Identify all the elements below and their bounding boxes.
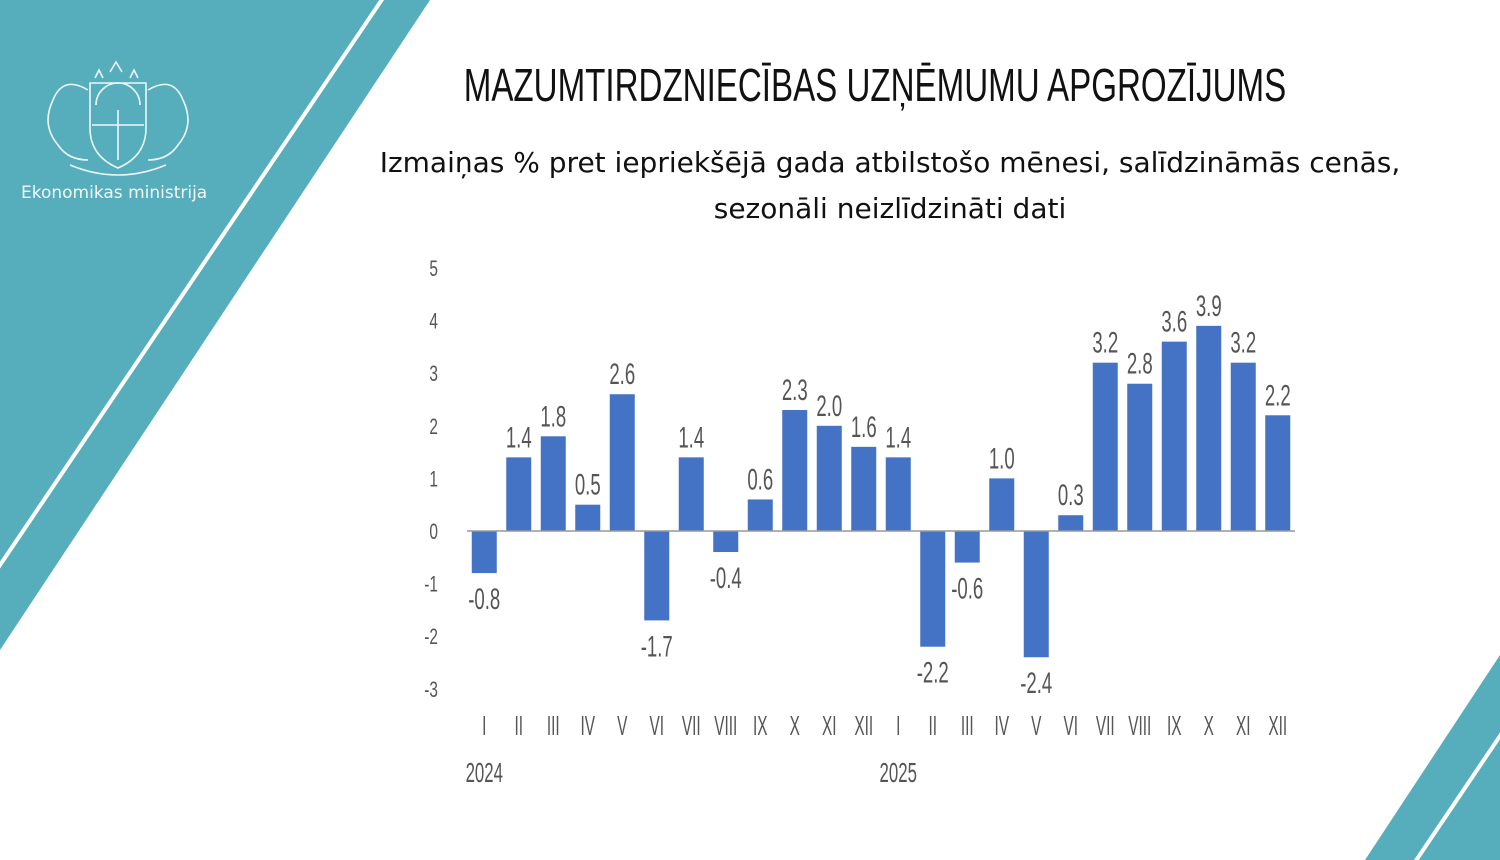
data-label: 0.5 [575, 468, 601, 502]
x-tick-label: II [514, 710, 523, 741]
bar [713, 531, 739, 553]
data-label: 3.6 [1161, 305, 1187, 339]
y-tick-label: 3 [429, 363, 438, 387]
x-tick-label: XI [822, 710, 837, 741]
data-label: -2.4 [1020, 667, 1052, 701]
bar [782, 410, 808, 531]
y-tick-label: -2 [424, 626, 438, 650]
data-label: 1.4 [506, 421, 532, 455]
bar [989, 478, 1015, 531]
bar [1023, 531, 1049, 658]
x-tick-label: II [928, 710, 937, 741]
x-tick-label: X [790, 710, 800, 741]
y-tick-label: 5 [429, 257, 438, 281]
bar [609, 394, 635, 531]
bar [1127, 383, 1153, 531]
x-tick-label: IV [994, 710, 1009, 741]
white-line-left [0, 0, 385, 569]
data-label: 0.6 [747, 463, 773, 497]
y-tick-label: -1 [424, 573, 438, 597]
ministry-name: Ekonomikas ministrija [21, 183, 208, 203]
y-tick-label: 0 [429, 520, 438, 544]
bar [678, 457, 704, 531]
teal-stripe-right [1365, 655, 1500, 860]
data-label: -2.2 [917, 656, 949, 690]
x-tick-label: VIII [1128, 710, 1151, 741]
x-tick-label: I [482, 710, 486, 741]
x-tick-label: VII [1096, 710, 1115, 741]
x-tick-label: III [961, 710, 974, 741]
data-label: -0.6 [951, 572, 983, 606]
x-tick-label: IX [753, 710, 768, 741]
bar [747, 499, 773, 531]
bar [1265, 415, 1291, 531]
x-tick-label: IV [580, 710, 595, 741]
data-label: -1.7 [641, 630, 673, 664]
chart-subtitle: Izmaiņas % pret iepriekšējā gada atbilst… [379, 146, 1401, 225]
x-tick-label: I [896, 710, 900, 741]
data-label: 1.0 [989, 442, 1015, 476]
y-tick-label: 2 [429, 415, 438, 439]
data-label: 1.4 [885, 421, 911, 455]
data-label: 0.3 [1058, 479, 1084, 513]
page-title: MAZUMTIRDZNIECĪBAS UZŅĒMUMU APGROZĪJUMS [463, 59, 1287, 111]
bar [644, 531, 670, 621]
data-label: 3.9 [1196, 289, 1222, 323]
y-tick-label: 4 [429, 310, 438, 334]
bar [954, 531, 980, 563]
x-tick-label: X [1204, 710, 1214, 741]
bar [1058, 515, 1084, 531]
data-label: 2.0 [816, 389, 842, 423]
bar [1196, 325, 1222, 531]
bar [506, 457, 532, 531]
bar [885, 457, 911, 531]
data-label: -0.4 [710, 562, 742, 596]
year-label: 2025 [880, 757, 917, 789]
bar [1230, 362, 1256, 531]
x-tick-label: VIII [714, 710, 737, 741]
coat-of-arms-logo [47, 60, 189, 176]
x-tick-label: XII [1268, 710, 1287, 741]
year-label: 2024 [466, 757, 503, 789]
x-tick-label: XII [854, 710, 873, 741]
data-label: 1.6 [851, 410, 877, 444]
data-label: -0.8 [468, 583, 500, 617]
bar [575, 504, 601, 531]
data-label: 1.8 [540, 400, 566, 434]
bar [540, 436, 566, 531]
data-label: 3.2 [1230, 326, 1256, 360]
data-label: 1.4 [678, 421, 704, 455]
bar [816, 425, 842, 531]
white-line-right [1413, 732, 1500, 860]
y-tick-label: 1 [429, 468, 438, 492]
y-tick-label: -3 [424, 678, 438, 702]
bar [1161, 341, 1187, 531]
x-tick-label: VI [649, 710, 664, 741]
data-label: 2.6 [609, 358, 635, 392]
data-label: 2.3 [782, 374, 808, 408]
bar [851, 446, 877, 531]
bar [1092, 362, 1118, 531]
data-label: 2.2 [1265, 379, 1291, 413]
bar [471, 531, 497, 574]
x-tick-label: V [1031, 710, 1041, 741]
x-tick-label: XI [1236, 710, 1251, 741]
data-label: 2.8 [1127, 347, 1153, 381]
x-tick-label: IX [1167, 710, 1182, 741]
x-tick-label: VI [1063, 710, 1078, 741]
x-tick-label: III [547, 710, 560, 741]
x-tick-label: VII [682, 710, 701, 741]
data-label: 3.2 [1092, 326, 1118, 360]
bar [920, 531, 946, 647]
x-tick-label: V [617, 710, 627, 741]
